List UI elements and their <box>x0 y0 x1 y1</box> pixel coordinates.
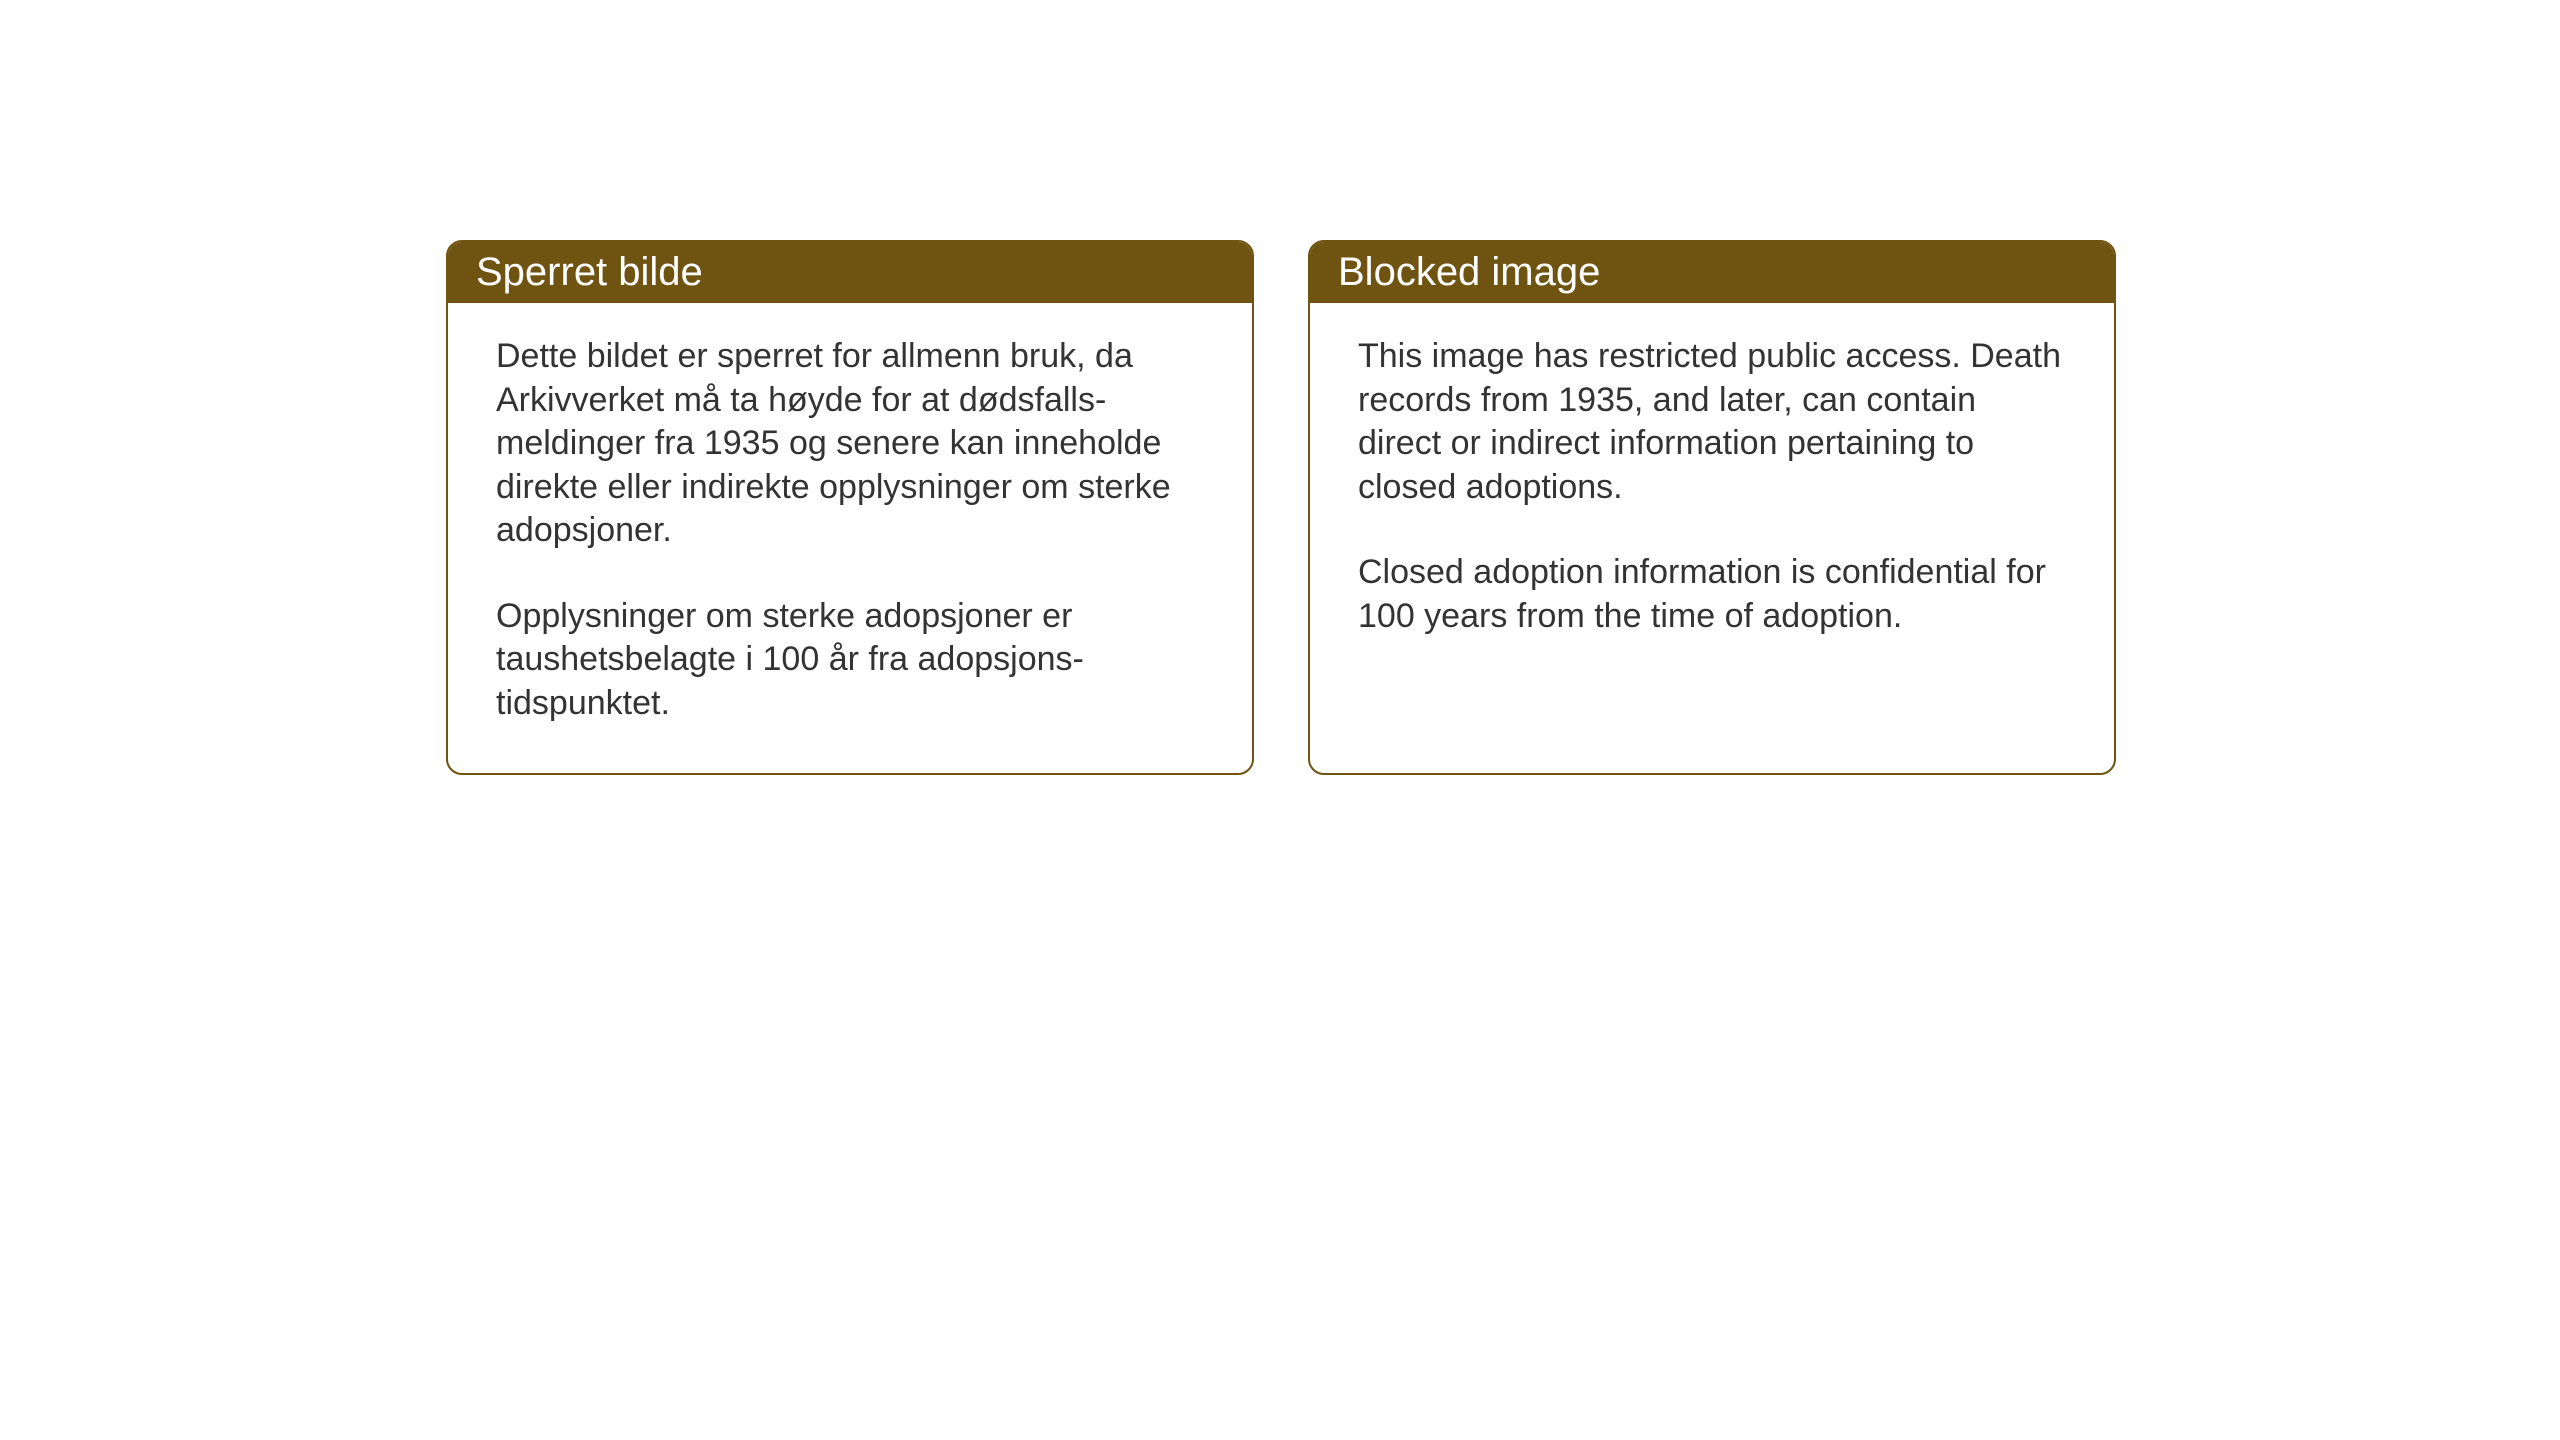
card-paragraph-1-english: This image has restricted public access.… <box>1358 335 2066 509</box>
notice-card-english: Blocked image This image has restricted … <box>1308 240 2116 775</box>
card-paragraph-2-english: Closed adoption information is confident… <box>1358 551 2066 638</box>
card-header-english: Blocked image <box>1310 242 2114 303</box>
card-paragraph-2-norwegian: Opplysninger om sterke adopsjoner er tau… <box>496 595 1204 726</box>
card-body-norwegian: Dette bildet er sperret for allmenn bruk… <box>448 303 1252 773</box>
card-title-norwegian: Sperret bilde <box>476 250 703 294</box>
card-body-english: This image has restricted public access.… <box>1310 303 2114 686</box>
notice-container: Sperret bilde Dette bildet er sperret fo… <box>446 240 2116 775</box>
card-header-norwegian: Sperret bilde <box>448 242 1252 303</box>
notice-card-norwegian: Sperret bilde Dette bildet er sperret fo… <box>446 240 1254 775</box>
card-paragraph-1-norwegian: Dette bildet er sperret for allmenn bruk… <box>496 335 1204 553</box>
card-title-english: Blocked image <box>1338 250 1600 294</box>
